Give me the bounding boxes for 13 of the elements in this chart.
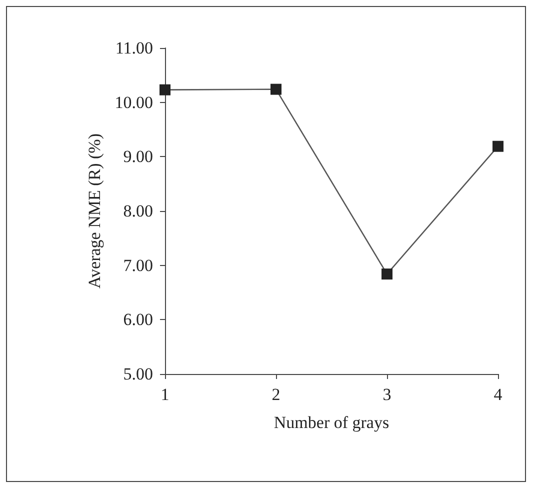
y-tick-label: 8.00 — [123, 202, 153, 220]
y-tick-label: 10.00 — [114, 92, 153, 112]
x-tick-label: 4 — [494, 385, 503, 404]
x-axis-title: Number of grays — [274, 413, 390, 432]
y-tick-label: 11.00 — [115, 38, 153, 58]
x-tick-label: 1 — [160, 385, 170, 404]
y-tick-label: 5.00 — [123, 364, 153, 384]
y-tick-label: 6.00 — [123, 310, 153, 330]
x-tick-label: 2 — [272, 385, 280, 404]
y-axis-title: Average NME (R) (%) — [85, 134, 104, 288]
y-tick-label: 9.00 — [123, 147, 153, 166]
x-tick-label: 3 — [382, 385, 392, 404]
y-tick-label: 7.00 — [123, 256, 153, 275]
